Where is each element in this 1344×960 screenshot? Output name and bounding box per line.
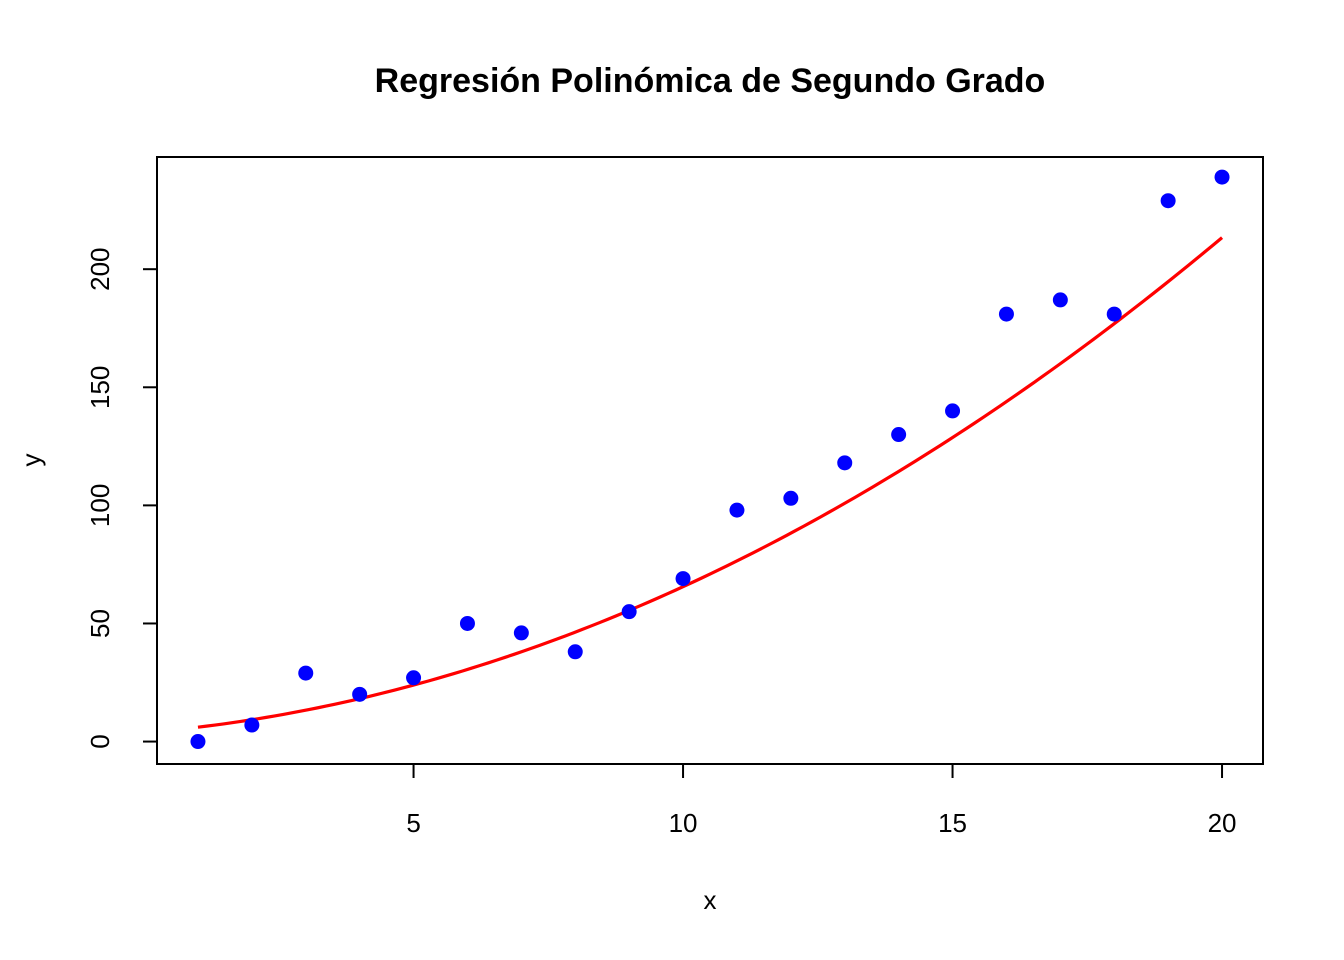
data-point: [998, 306, 1014, 322]
data-point: [1052, 292, 1068, 308]
data-point: [406, 670, 422, 686]
x-tick-label: 20: [1208, 808, 1237, 838]
y-axis-label: y: [16, 454, 46, 467]
data-point: [459, 615, 475, 631]
data-point: [567, 644, 583, 660]
y-tick-label: 0: [85, 734, 115, 748]
data-point: [513, 625, 529, 641]
plot-frame: [156, 156, 1264, 765]
x-tick-label: 5: [406, 808, 420, 838]
x-tick-label: 10: [669, 808, 698, 838]
y-axis: 0 50 100 150 200: [85, 247, 158, 749]
data-point: [891, 427, 907, 443]
data-point: [837, 455, 853, 471]
data-point: [945, 403, 961, 419]
x-axis-label: x: [704, 885, 717, 915]
y-tick-label: 200: [85, 247, 115, 290]
data-point: [783, 490, 799, 506]
data-point: [1160, 193, 1176, 209]
y-tick-label: 50: [85, 609, 115, 638]
chart-title: Regresión Polinómica de Segundo Grado: [375, 62, 1046, 100]
x-tick-label: 15: [938, 808, 967, 838]
regression-curve: [197, 236, 1224, 729]
data-point: [621, 604, 637, 620]
data-points: [190, 169, 1230, 750]
data-point: [1214, 169, 1230, 185]
x-axis: 5 10 15 20: [406, 763, 1237, 838]
data-point: [352, 686, 368, 702]
data-point: [190, 734, 206, 750]
data-point: [298, 665, 314, 681]
data-point: [1106, 306, 1122, 322]
data-point: [729, 502, 745, 518]
data-point: [244, 717, 260, 733]
data-point: [675, 571, 691, 587]
y-tick-label: 150: [85, 366, 115, 409]
y-tick-label: 100: [85, 484, 115, 527]
